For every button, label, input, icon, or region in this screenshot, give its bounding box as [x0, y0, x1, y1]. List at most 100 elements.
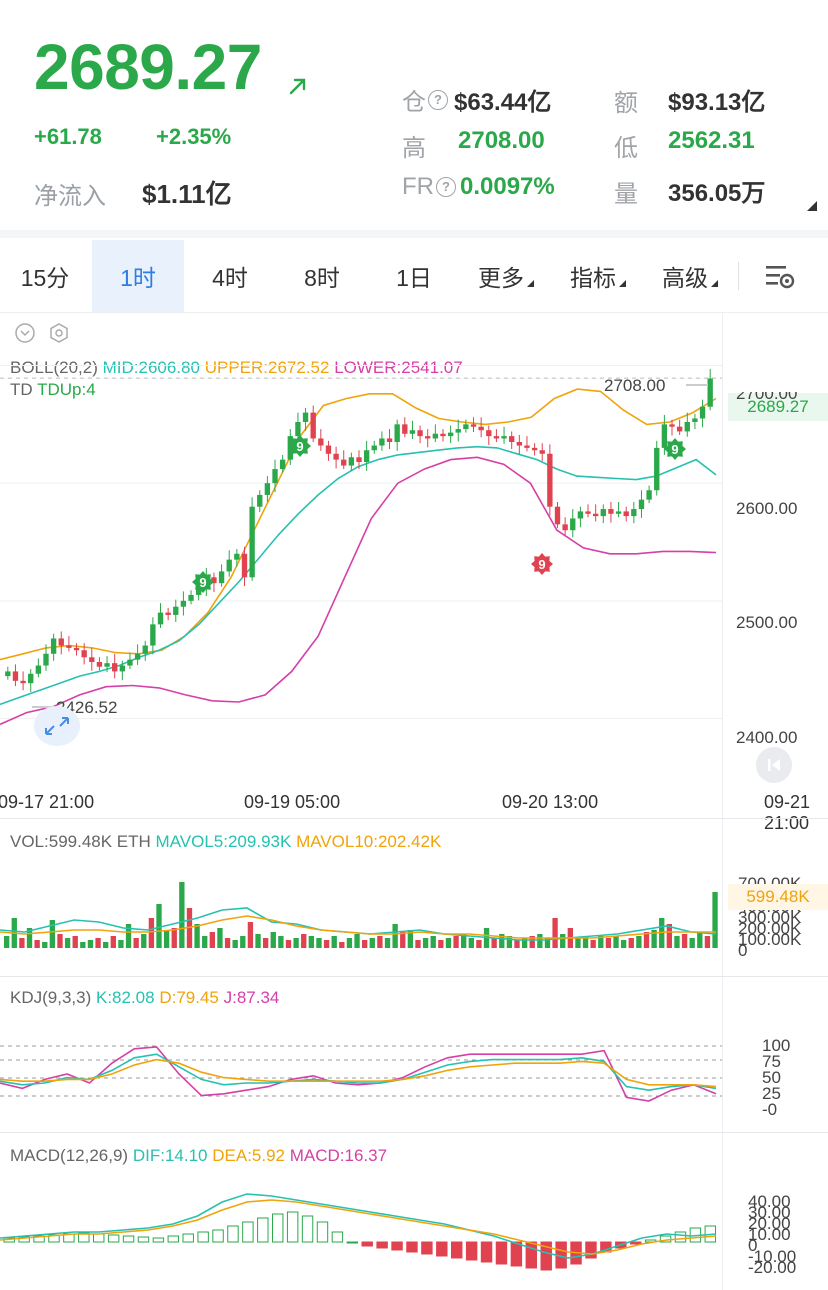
- macd-histogram-bar: [331, 1231, 344, 1243]
- low-marker-line: [32, 706, 54, 708]
- volume-bar: [301, 934, 307, 948]
- volume-bar: [552, 918, 558, 948]
- position-value: $63.44亿: [454, 89, 552, 116]
- volume-bar: [544, 938, 551, 948]
- macd-histogram-bar: [436, 1241, 448, 1257]
- tab-1h[interactable]: 1时: [92, 240, 184, 312]
- macd-histogram-bar: [540, 1241, 552, 1271]
- help-icon[interactable]: ?: [428, 89, 448, 110]
- macd-dea-line: [0, 1199, 717, 1255]
- volume-bar: [308, 936, 315, 948]
- x-axis-time-3: 09-20 13:00: [502, 792, 599, 812]
- tab-more[interactable]: 更多: [460, 240, 552, 312]
- candle-body: [142, 645, 148, 654]
- high-marker: 2708.00: [604, 376, 666, 395]
- volume-bar: [362, 940, 368, 948]
- fullscreen-button[interactable]: [34, 706, 80, 746]
- candle-body: [547, 453, 553, 507]
- vol-legend: VOL:599.48K ETH MAVOL5:209.93K MAVOL10:2…: [10, 832, 441, 852]
- td-badge-label: 9: [199, 575, 206, 590]
- tab-1d[interactable]: 1日: [396, 265, 432, 291]
- volume-bar: [689, 938, 695, 948]
- tab-15m[interactable]: 15分: [20, 265, 70, 291]
- scroll-to-latest-button[interactable]: [756, 747, 792, 783]
- current-price-tag: 2689.27: [728, 393, 828, 421]
- volume-bar: [521, 938, 528, 948]
- macd-histogram-bar: [406, 1241, 418, 1253]
- candle-body: [157, 612, 164, 625]
- last-price: 2689.27: [34, 31, 262, 103]
- macd-histogram-bar: [93, 1233, 105, 1243]
- tab-divider: [738, 262, 739, 290]
- volume-bar: [118, 940, 124, 948]
- volume-bar: [194, 924, 200, 948]
- tab-advanced[interactable]: 高级: [644, 240, 736, 312]
- candle-body: [562, 524, 568, 531]
- volume-bar: [87, 940, 94, 948]
- candle-body: [43, 653, 49, 666]
- candle-body: [409, 430, 416, 434]
- net-inflow-value: $1.11亿: [142, 179, 232, 209]
- volume-bar: [64, 938, 71, 948]
- volume-value: 356.05万: [668, 180, 766, 207]
- tab-indicators[interactable]: 指标: [552, 240, 644, 312]
- candlestick-chart[interactable]: 9 9 9 9: [0, 312, 722, 782]
- td-badge: 9: [192, 571, 214, 593]
- volume-bar: [605, 938, 612, 948]
- kdj-k: K:82.08: [95, 988, 155, 1007]
- kdj-d: D:79.45: [159, 988, 219, 1007]
- panel-divider: [0, 818, 828, 819]
- volume-bar: [453, 936, 459, 948]
- candle-body: [363, 450, 370, 462]
- macd-histogram-bar: [242, 1221, 254, 1243]
- candle-body: [249, 506, 255, 578]
- collapse-icon[interactable]: [14, 322, 36, 344]
- volume-bar: [4, 936, 10, 948]
- td-badge: 9: [664, 438, 686, 460]
- kdj-chart[interactable]: [0, 1030, 722, 1120]
- net-inflow-label: 净流入: [34, 183, 106, 210]
- candle-body: [661, 424, 668, 448]
- macd-histogram-bar: [480, 1241, 493, 1263]
- macd-histogram-bar: [361, 1241, 373, 1247]
- tab-8h[interactable]: 8时: [304, 265, 340, 291]
- volume-bar: [628, 938, 634, 948]
- volume-bar: [19, 938, 25, 948]
- expand-corner-icon[interactable]: [806, 200, 818, 212]
- mavol5: MAVOL5:209.93K: [155, 832, 292, 851]
- boll-upper: UPPER:2672.52: [204, 358, 330, 377]
- candle-body: [493, 436, 500, 439]
- candle-body: [12, 671, 19, 681]
- boll-mid: MID:2606.80: [102, 358, 200, 377]
- chart-settings-icon[interactable]: [764, 262, 798, 292]
- macd-histogram-bar: [451, 1241, 463, 1259]
- volume-bar: [636, 936, 642, 948]
- macd-dif-line: [0, 1193, 717, 1259]
- volume-chart[interactable]: [0, 860, 722, 960]
- macd-histogram-bar: [495, 1241, 508, 1265]
- expand-arrows-icon: [45, 717, 69, 735]
- volume-bar: [491, 938, 497, 948]
- help-icon[interactable]: ?: [436, 177, 456, 197]
- volume-bar: [537, 934, 543, 948]
- boll-upper-line: [0, 388, 717, 661]
- td-badge-shape: [289, 435, 311, 457]
- candle-body: [371, 445, 377, 451]
- macd-histogram-bar: [33, 1235, 45, 1243]
- macd-histogram-bar: [78, 1232, 90, 1243]
- indicator-settings-icon[interactable]: [48, 322, 70, 344]
- candle-body: [478, 426, 484, 431]
- candle-body: [585, 511, 591, 514]
- tab-4h[interactable]: 4时: [212, 265, 248, 291]
- y-axis-2500: 2500.00: [736, 613, 798, 632]
- volume-bar: [339, 942, 345, 948]
- macd-histogram-bar: [301, 1215, 314, 1243]
- candle-body: [501, 436, 507, 439]
- macd-chart[interactable]: [0, 1180, 722, 1290]
- candle-body: [402, 424, 408, 434]
- candle-body: [425, 436, 431, 439]
- volume-bar: [346, 938, 353, 948]
- volume-bar: [400, 932, 406, 948]
- candle-body: [104, 663, 110, 667]
- volume-bar: [42, 942, 48, 948]
